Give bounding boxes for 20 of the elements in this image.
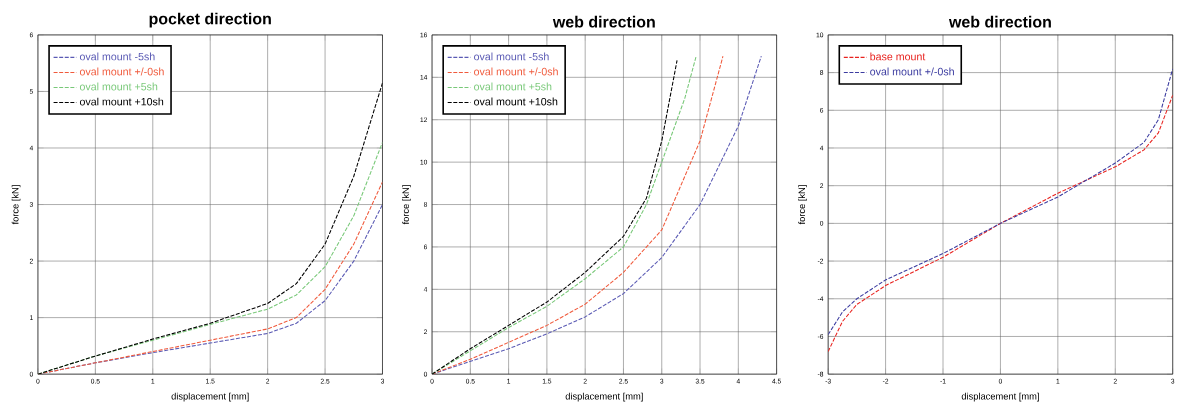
legend-label: oval mount +/-0sh bbox=[870, 67, 954, 76]
legend-label: oval mount +/-0sh bbox=[474, 67, 558, 76]
chart-title: web direction bbox=[552, 15, 655, 28]
legend-label: base mount bbox=[870, 52, 926, 61]
legend-label: oval mount -5sh bbox=[79, 52, 155, 61]
legend-label: oval mount +10sh bbox=[474, 97, 558, 106]
legend-label: oval mount -5sh bbox=[474, 52, 549, 61]
legend-label: oval mount +5sh bbox=[474, 82, 552, 91]
x-axis-title: displacement [mm] bbox=[565, 392, 643, 402]
line-series bbox=[828, 94, 1173, 353]
legend-label: oval mount +/-0sh bbox=[79, 67, 164, 76]
y-axis-title: force [kN] bbox=[798, 185, 807, 225]
x-axis-title: displacement [mm] bbox=[961, 392, 1039, 402]
y-axis-title: force [kN] bbox=[11, 185, 21, 225]
y-axis-title: force [kN] bbox=[402, 185, 411, 225]
legend-label: oval mount +5sh bbox=[79, 82, 158, 91]
x-axis-title: displacement [mm] bbox=[171, 392, 249, 402]
chart-title: web direction bbox=[948, 15, 1051, 28]
chart-title: pocket direction bbox=[149, 12, 271, 28]
legend-label: oval mount +10sh bbox=[79, 97, 164, 106]
